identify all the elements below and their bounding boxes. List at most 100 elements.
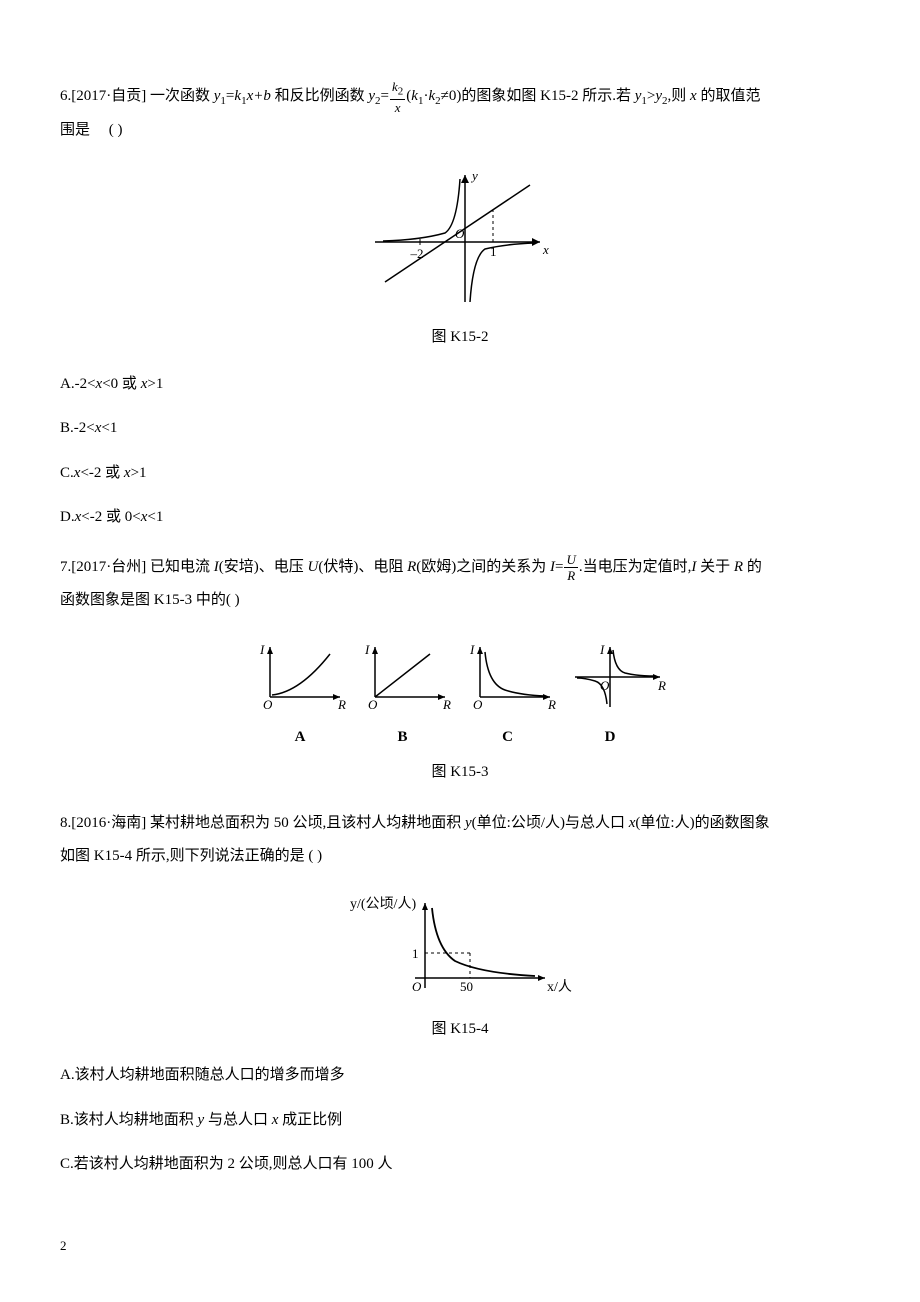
axis-y: y — [470, 168, 478, 183]
tick-1: 1 — [490, 244, 497, 259]
pk1: k — [411, 88, 418, 104]
question-7: 7.[2017·台州] 已知电流 I(安培)、电压 U(伏特)、电阻 R(欧姆)… — [60, 551, 860, 784]
q7-t4: .当电压为定值时, — [579, 559, 692, 575]
lbl-IC: I — [469, 642, 475, 657]
caption-k15-2: 图 K15-2 — [60, 326, 860, 349]
lbl-RC: R — [547, 697, 556, 712]
ob8c: 成正比例 — [278, 1112, 342, 1128]
caption-k15-3: 图 K15-3 — [60, 761, 860, 784]
q7-t6: 的 — [743, 559, 762, 575]
option-6a: A.-2<x<0 或 x>1 — [60, 373, 860, 396]
O8: O — [412, 979, 422, 994]
caption-k15-4: 图 K15-4 — [60, 1018, 860, 1041]
fraction-k2x: k2x — [390, 80, 405, 114]
q7-graphs: I O R I O R I O R — [250, 637, 670, 717]
od3: <-2 或 0< — [81, 509, 140, 525]
origin-O: O — [455, 226, 465, 241]
fnum: U — [564, 553, 577, 568]
lbl-RA: R — [337, 697, 346, 712]
frac-num-sub: 2 — [398, 86, 404, 98]
line2a: 围是 — [60, 122, 90, 138]
q7-t1: (安培)、电压 — [219, 559, 308, 575]
option-6c: C.x<-2 或 x>1 — [60, 462, 860, 485]
oc4: x — [124, 465, 131, 481]
oa3: <0 或 — [102, 376, 140, 392]
lbl-RB: R — [442, 697, 451, 712]
q8-graph: y/(公顷/人) x/人 O 1 50 — [340, 893, 580, 998]
lbl-RD: R — [657, 678, 666, 693]
oc1: C. — [60, 465, 74, 481]
y2b: y — [655, 88, 662, 104]
end: 的取值范 — [697, 88, 761, 104]
q7-U: U — [308, 559, 319, 575]
fifty8: 50 — [460, 979, 473, 994]
q8-t2: (单位:人)的函数图象 — [635, 815, 769, 831]
tick-neg2: –2 — [410, 246, 424, 261]
q6-options: A.-2<x<0 或 x>1 B.-2<x<1 C.x<-2 或 x>1 D.x… — [60, 373, 860, 529]
ob1: B.-2< — [60, 420, 95, 436]
question-8: 8.[2016·海南] 某村耕地总面积为 50 公顷,且该村人均耕地面积 y(单… — [60, 807, 860, 1176]
mid1: 和反比例函数 — [271, 88, 369, 104]
lbl-C: C — [455, 726, 560, 749]
one8: 1 — [412, 946, 419, 961]
q7-R2: R — [734, 559, 743, 575]
figure-k15-3: I O R I O R I O R — [60, 637, 860, 784]
lbl-OC: O — [473, 697, 483, 712]
option-8b: B.该村人均耕地面积 y 与总人口 x 成正比例 — [60, 1109, 860, 1132]
lbl-ID: I — [599, 642, 605, 657]
ob3: <1 — [101, 420, 117, 436]
q7-text: 7.[2017·台州] 已知电流 I(安培)、电压 U(伏特)、电阻 R(欧姆)… — [60, 551, 860, 617]
q8-line2: 如图 K15-4 所示,则下列说法正确的是 ( ) — [60, 848, 322, 864]
q8-y: y — [465, 815, 472, 831]
figure-k15-2: –2 1 O x y 图 K15-2 — [60, 167, 860, 349]
od1: D. — [60, 509, 75, 525]
ylab8: y/(公顷/人) — [350, 896, 416, 912]
q6-graph: –2 1 O x y — [365, 167, 555, 307]
q8-options: A.该村人均耕地面积随总人口的增多而增多 B.该村人均耕地面积 y 与总人口 x… — [60, 1064, 860, 1176]
eq2: = — [381, 88, 389, 104]
q6-text: 6.[2017·自贡] 一次函数 y1=k1x+b 和反比例函数 y2=k2x(… — [60, 80, 860, 147]
option-8a: A.该村人均耕地面积随总人口的增多而增多 — [60, 1064, 860, 1087]
lbl-OD: O — [600, 678, 610, 693]
option-6d: D.x<-2 或 0<x<1 — [60, 506, 860, 529]
xlab8: x/人 — [547, 979, 572, 995]
frac-den: x — [390, 100, 405, 114]
lbl-IB: I — [364, 642, 370, 657]
oc5: >1 — [131, 465, 147, 481]
q7-t3: (欧姆)之间的关系为 — [416, 559, 550, 575]
q8-prefix: 8.[2016·海南] 某村耕地总面积为 50 公顷,且该村人均耕地面积 — [60, 815, 465, 831]
q7-eq: = — [555, 559, 563, 575]
q8-t1: (单位:公顷/人)与总人口 — [472, 815, 629, 831]
oa5: >1 — [147, 376, 163, 392]
mid3: ,则 — [668, 88, 691, 104]
option-labels-row: A B C D — [250, 726, 670, 749]
q8-text: 8.[2016·海南] 某村耕地总面积为 50 公顷,且该村人均耕地面积 y(单… — [60, 807, 860, 873]
od5: <1 — [147, 509, 163, 525]
lbl-IA: I — [259, 642, 265, 657]
option-6b: B.-2<x<1 — [60, 417, 860, 440]
page-number: 2 — [60, 1236, 860, 1256]
option-8c: C.若该村人均耕地面积为 2 公顷,则总人口有 100 人 — [60, 1153, 860, 1176]
lbl-OA: O — [263, 697, 273, 712]
figure-k15-4: y/(公顷/人) x/人 O 1 50 图 K15-4 — [60, 893, 860, 1040]
line2b: ( ) — [109, 122, 123, 138]
fden: R — [564, 568, 577, 582]
q7-prefix: 7.[2017·台州] 已知电流 — [60, 559, 214, 575]
lbl-B: B — [350, 726, 455, 749]
pne: ≠0) — [441, 88, 462, 104]
lbl-OB: O — [368, 697, 378, 712]
question-6: 6.[2017·自贡] 一次函数 y1=k1x+b 和反比例函数 y2=k2x(… — [60, 80, 860, 529]
fraction-UR: UR — [564, 553, 577, 582]
q7-R: R — [407, 559, 416, 575]
xvar: x — [690, 88, 697, 104]
xb: x+b — [247, 88, 271, 104]
mid2: 的图象如图 K15-2 所示.若 — [461, 88, 634, 104]
lbl-D: D — [560, 726, 660, 749]
oa1: A.-2< — [60, 376, 96, 392]
ob8b: 与总人口 — [204, 1112, 272, 1128]
q7-line2: 函数图象是图 K15-3 中的( ) — [60, 592, 240, 608]
lbl-A: A — [250, 726, 350, 749]
axis-x: x — [542, 242, 549, 257]
q7-t2: (伏特)、电阻 — [318, 559, 407, 575]
q6-prefix: 6.[2017·自贡] 一次函数 — [60, 88, 214, 104]
